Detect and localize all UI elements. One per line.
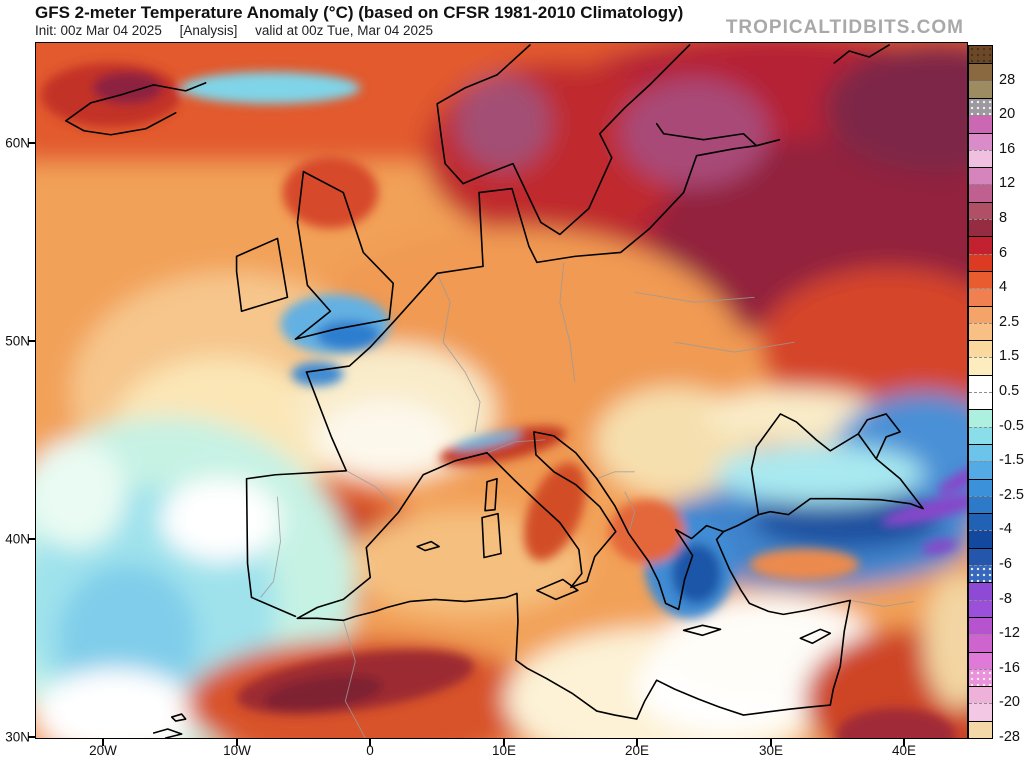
lon-tick-30E xyxy=(770,739,772,746)
lon-label-30E: 30E xyxy=(758,743,784,757)
colorbar-label-6: 6 xyxy=(999,245,1008,261)
tropicaltidbits-watermark: TROPICALTIDBITS.COM xyxy=(725,17,964,38)
colorbar-label--4: -4 xyxy=(999,521,1012,537)
lat-label-40N: 40N xyxy=(5,531,30,547)
run-type: [Analysis] xyxy=(179,23,238,38)
colorbar-cell-14 xyxy=(969,288,992,306)
coastlines xyxy=(65,44,924,738)
lon-tick-10W xyxy=(236,739,238,746)
colorbar-cell-22 xyxy=(969,427,992,444)
colorbar-cell-2 xyxy=(969,81,992,98)
colorbar-cell-30 xyxy=(969,565,992,582)
colorbar-cell-12 xyxy=(969,254,992,271)
colorbar-cell-26 xyxy=(969,496,992,513)
anomaly-map xyxy=(36,43,967,738)
colorbar-cell-28 xyxy=(969,530,992,548)
colorbar-label-16: 16 xyxy=(999,141,1016,157)
colorbar-cell-10 xyxy=(969,219,992,236)
colorbar-cell-34 xyxy=(969,634,992,652)
colorbar-cell-5 xyxy=(969,133,992,150)
colorbar-cell-24 xyxy=(969,461,992,479)
lat-tick-40N xyxy=(28,538,35,540)
colorbar-cell-31 xyxy=(969,582,992,600)
colorbar-cell-7 xyxy=(969,167,992,184)
colorbar-cell-19 xyxy=(969,375,992,392)
lon-label-10W: 10W xyxy=(223,743,251,757)
lat-label-50N: 50N xyxy=(5,333,30,349)
colorbar-cell-1 xyxy=(969,63,992,81)
colorbar-cell-15 xyxy=(969,306,992,323)
valid-time: valid at 00z Tue, Mar 04 2025 xyxy=(255,23,434,38)
colorbar-cell-32 xyxy=(969,600,992,617)
colorbar-label-12: 12 xyxy=(999,175,1016,191)
lon-tick-40E xyxy=(903,739,905,746)
colorbar-cell-38 xyxy=(969,703,992,721)
colorbar-label--6: -6 xyxy=(999,556,1012,572)
colorbar-cell-4 xyxy=(969,115,992,133)
lat-label-30N: 30N xyxy=(5,729,30,745)
colorbar-cell-9 xyxy=(969,202,992,219)
colorbar-label-8: 8 xyxy=(999,210,1008,226)
colorbar-cell-23 xyxy=(969,444,992,461)
lon-tick-20W xyxy=(102,739,104,746)
colorbar-label-2.5: 2.5 xyxy=(999,314,1020,330)
minor-borders xyxy=(260,262,915,738)
lon-tick-20E xyxy=(636,739,638,746)
colorbar-label--2.5: -2.5 xyxy=(999,487,1024,503)
colorbar xyxy=(968,45,993,739)
colorbar-label--8: -8 xyxy=(999,591,1012,607)
lon-label-40E: 40E xyxy=(891,743,917,757)
colorbar-cell-37 xyxy=(969,686,992,703)
colorbar-cell-33 xyxy=(969,617,992,634)
colorbar-cell-25 xyxy=(969,479,992,496)
colorbar-label-4: 4 xyxy=(999,279,1008,295)
colorbar-cell-16 xyxy=(969,323,992,340)
colorbar-cell-35 xyxy=(969,652,992,669)
colorbar-cell-20 xyxy=(969,392,992,409)
lon-label-20E: 20E xyxy=(624,743,650,757)
lon-label-0: 0 xyxy=(366,743,374,757)
colorbar-label-1.5: 1.5 xyxy=(999,348,1020,364)
colorbar-cell-8 xyxy=(969,184,992,202)
lat-tick-60N xyxy=(28,142,35,144)
lat-tick-50N xyxy=(28,340,35,342)
colorbar-cell-17 xyxy=(969,340,992,357)
page-title: GFS 2-meter Temperature Anomaly (°C) (ba… xyxy=(35,3,684,22)
anomaly-fill-regions xyxy=(36,43,967,738)
lon-tick-10E xyxy=(503,739,505,746)
colorbar-cell-11 xyxy=(969,236,992,254)
colorbar-label-28: 28 xyxy=(999,72,1016,88)
lat-tick-30N xyxy=(28,736,35,738)
colorbar-cell-29 xyxy=(969,548,992,565)
colorbar-cell-27 xyxy=(969,513,992,530)
colorbar-cell-36 xyxy=(969,669,992,686)
colorbar-label--20: -20 xyxy=(999,694,1020,710)
colorbar-cell-39 xyxy=(969,721,992,738)
colorbar-cell-18 xyxy=(969,357,992,375)
lat-label-60N: 60N xyxy=(5,135,30,151)
init-time: Init: 00z Mar 04 2025 xyxy=(35,23,162,38)
colorbar-cell-6 xyxy=(969,150,992,167)
lon-tick-0 xyxy=(369,739,371,746)
colorbar-cell-3 xyxy=(969,98,992,115)
colorbar-label--0.5: -0.5 xyxy=(999,418,1024,434)
colorbar-label-0.5: 0.5 xyxy=(999,383,1020,399)
colorbar-label-20: 20 xyxy=(999,106,1016,122)
colorbar-label--28: -28 xyxy=(999,729,1020,745)
colorbar-label--1.5: -1.5 xyxy=(999,452,1024,468)
colorbar-label--16: -16 xyxy=(999,660,1020,676)
colorbar-label--12: -12 xyxy=(999,625,1020,641)
lon-label-20W: 20W xyxy=(89,743,117,757)
lon-label-10E: 10E xyxy=(491,743,517,757)
colorbar-cell-21 xyxy=(969,409,992,427)
colorbar-cell-0 xyxy=(969,46,992,63)
map-area xyxy=(35,42,968,739)
colorbar-cell-13 xyxy=(969,271,992,288)
run-info: Init: 00z Mar 04 2025 [Analysis] valid a… xyxy=(35,23,447,38)
